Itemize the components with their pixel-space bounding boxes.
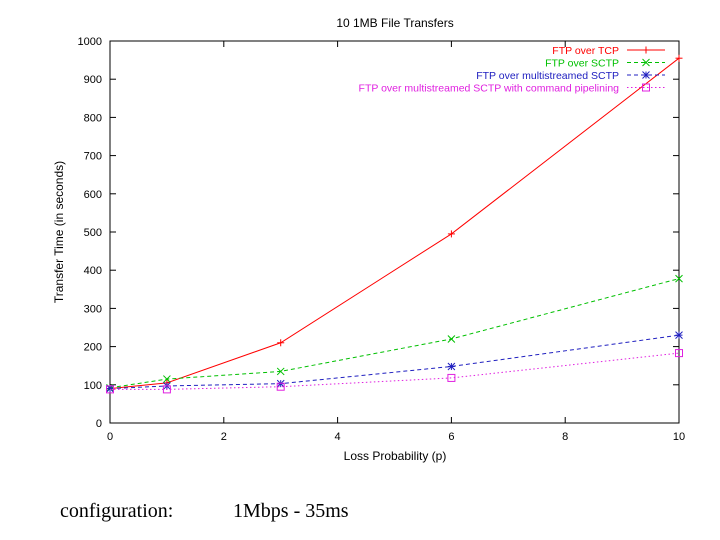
plot-frame [109, 40, 680, 424]
marker-stroke [162, 385, 171, 394]
y-tick-label: 1000 [78, 36, 102, 48]
plot-border [109, 40, 680, 424]
configuration-caption: configuration: 1Mbps - 35ms [0, 500, 720, 530]
data-point-s3-0 [106, 385, 114, 394]
y-tick-label: 300 [84, 303, 102, 315]
marker-stroke [675, 349, 683, 358]
chart-title: 10 1MB File Transfers [336, 16, 453, 30]
series-line-0 [109, 57, 680, 390]
series-line-1 [109, 278, 680, 389]
legend-marker [642, 71, 650, 79]
marker-stroke [276, 382, 285, 391]
data-point-s1-3 [447, 335, 456, 343]
legend-marker [642, 58, 650, 67]
data-point-s0-4 [675, 54, 683, 62]
legend-label: FTP over TCP [552, 45, 619, 57]
legend-label: FTP over multistreamed SCTP [476, 70, 619, 82]
marker-stroke [642, 71, 650, 79]
data-point-s3-1 [162, 385, 171, 394]
data-point-s2-4 [675, 331, 683, 339]
marker-stroke [675, 331, 683, 339]
series-lines [106, 54, 683, 394]
marker-stroke [642, 58, 650, 67]
marker-stroke [447, 335, 456, 343]
data-point-s0-3 [447, 230, 455, 238]
y-tick-label: 500 [84, 227, 102, 239]
x-tick-label: 10 [673, 431, 685, 443]
marker-stroke [675, 274, 683, 283]
x-axis-label: Loss Probability (p) [344, 449, 447, 463]
data-point-s3-2 [276, 382, 285, 391]
data-point-s3-3 [447, 373, 456, 382]
data-point-s3-4 [675, 349, 683, 358]
configuration-label: configuration: [60, 500, 174, 522]
legend-marker [642, 83, 650, 92]
y-tick-label: 800 [84, 112, 102, 124]
x-tick-label: 2 [221, 431, 227, 443]
line-chart: 0 100 200 300 400 500 600 700 800 900 1000 0 2 4 6 8 10 … [52, 16, 686, 463]
marker-stroke [642, 83, 650, 92]
x-tick-label: 0 [107, 431, 113, 443]
y-axis-label: Transfer Time (in seconds) [52, 161, 66, 303]
marker-stroke [276, 367, 285, 376]
y-tick-label: 0 [96, 418, 102, 430]
legend-marker [642, 46, 650, 54]
y-tick-label: 400 [84, 265, 102, 277]
x-tick-label: 4 [335, 431, 341, 443]
marker-stroke [163, 375, 171, 383]
y-tick-label: 900 [84, 74, 102, 86]
y-tick-label: 100 [84, 380, 102, 392]
y-tick-label: 700 [84, 151, 102, 163]
data-point-s1-1 [163, 375, 171, 383]
marker-stroke [106, 385, 114, 394]
series-line-3 [110, 352, 680, 390]
legend-label: FTP over SCTP [545, 58, 619, 70]
x-tick-label: 8 [562, 431, 568, 443]
data-point-s2-3 [447, 362, 456, 371]
data-point-s0-2 [277, 339, 285, 347]
marker-stroke [447, 362, 456, 371]
x-tick-label: 6 [448, 431, 454, 443]
data-point-s1-2 [276, 367, 285, 376]
configuration-value: 1Mbps - 35ms [233, 500, 349, 522]
data-point-s1-4 [675, 274, 683, 283]
axis-ticks: 0 100 200 300 400 500 600 700 800 900 1000 0 2 4 6 8 10 [78, 36, 686, 443]
marker-stroke [447, 373, 456, 382]
legend-label: FTP over multistreamed SCTP with command… [359, 83, 620, 95]
y-tick-label: 200 [84, 342, 102, 354]
y-tick-label: 600 [84, 189, 102, 201]
